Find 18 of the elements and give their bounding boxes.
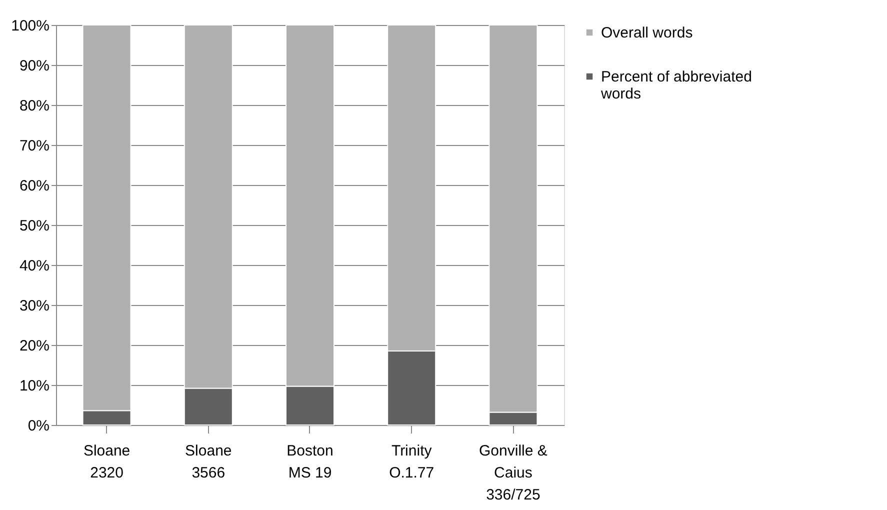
y-tick-label: 70% — [19, 138, 50, 154]
y-tick-label: 100% — [11, 18, 50, 34]
y-tick-label: 40% — [19, 258, 50, 274]
y-tick-label: 0% — [28, 418, 50, 434]
x-tick-label: Boston MS 19 — [286, 442, 334, 482]
y-tick-label: 60% — [19, 178, 50, 194]
y-tick-label: 50% — [19, 218, 50, 234]
x-tick-label: Gonville & Caius 336/725 — [479, 442, 548, 504]
y-tick-label: 30% — [19, 298, 50, 314]
y-tick-label: 80% — [19, 98, 50, 114]
y-tick-label: 20% — [19, 338, 50, 354]
x-tick-label: Sloane 2320 — [83, 442, 130, 482]
x-tick-label: Trinity O.1.77 — [389, 442, 434, 482]
y-tick-label: 90% — [19, 58, 50, 74]
legend-label: Percent of abbreviated words — [600, 68, 752, 102]
legend-label: Overall words — [601, 24, 693, 42]
y-tick-label: 10% — [19, 378, 50, 394]
x-tick-label: Sloane 3566 — [185, 442, 232, 482]
